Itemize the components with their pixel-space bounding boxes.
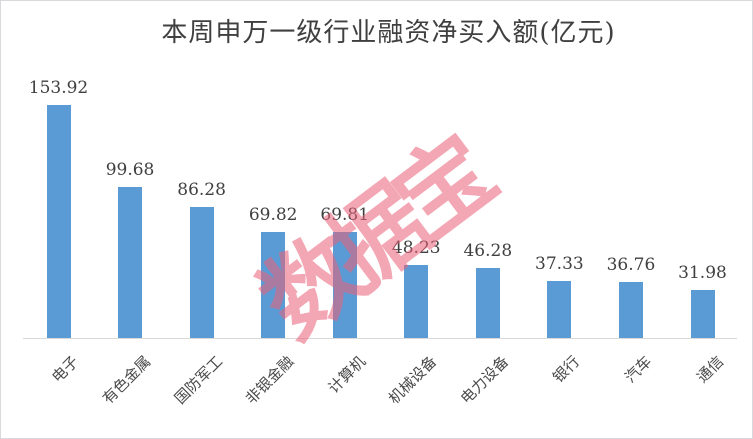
bar-非银金融 (261, 232, 286, 338)
category-label-通信: 通信 (692, 352, 727, 387)
bar-机械设备 (404, 264, 429, 338)
category-label-电子: 电子 (48, 352, 83, 387)
bar-电子 (46, 105, 71, 338)
bar-value-label: 69.82 (248, 205, 298, 226)
category-label-银行: 银行 (549, 352, 584, 387)
bar-银行 (547, 281, 572, 338)
category-label-国防军工: 国防军工 (170, 352, 226, 408)
bar-value-label: 69.81 (320, 205, 370, 226)
category-label-汽车: 汽车 (621, 352, 656, 387)
x-axis-line (23, 338, 737, 339)
category-label-非银金融: 非银金融 (242, 352, 298, 408)
category-label-有色金属: 有色金属 (99, 352, 155, 408)
category-label-计算机: 计算机 (324, 352, 369, 397)
bar-value-label: 99.68 (105, 160, 155, 181)
bar-value-label: 48.23 (391, 237, 441, 258)
bar-通信 (690, 289, 715, 338)
bar-有色金属 (118, 187, 143, 338)
chart-title: 本周申万一级行业融资净买入额(亿元) (161, 18, 616, 48)
category-label-机械设备: 机械设备 (385, 352, 441, 408)
bar-计算机 (332, 232, 357, 338)
bar-value-label: 36.76 (606, 255, 656, 276)
bar-电力设备 (475, 267, 500, 338)
bar-value-label: 86.28 (177, 180, 226, 201)
bar-value-label: 37.33 (535, 254, 584, 275)
category-label-电力设备: 电力设备 (456, 352, 512, 408)
bar-value-label: 46.28 (463, 240, 513, 261)
bar-国防军工 (189, 207, 214, 338)
bar-value-label: 153.92 (28, 78, 89, 98)
bar-value-label: 31.98 (678, 262, 727, 283)
bar-汽车 (618, 282, 643, 338)
